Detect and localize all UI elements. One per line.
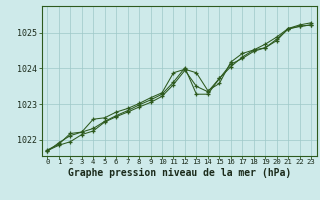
X-axis label: Graphe pression niveau de la mer (hPa): Graphe pression niveau de la mer (hPa) <box>68 168 291 178</box>
